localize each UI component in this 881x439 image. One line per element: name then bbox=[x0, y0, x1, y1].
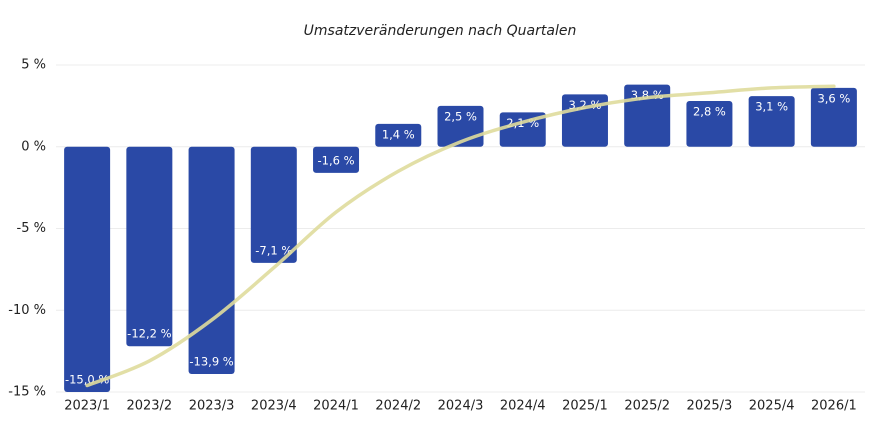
value-label: -1,6 % bbox=[318, 153, 355, 167]
x-tick-label: 2025/3 bbox=[687, 399, 733, 414]
x-tick-label: 2024/1 bbox=[313, 399, 359, 414]
bar bbox=[375, 123, 422, 147]
bar bbox=[64, 146, 111, 392]
value-label: 3,1 % bbox=[755, 100, 788, 114]
value-label: 2,5 % bbox=[444, 109, 477, 123]
value-label: -7,1 % bbox=[255, 243, 292, 257]
x-tick-label: 2023/3 bbox=[189, 399, 235, 414]
y-tick-label: 0 % bbox=[21, 139, 46, 154]
y-tick-label: -5 % bbox=[17, 221, 46, 236]
value-label: 1,4 % bbox=[382, 127, 415, 141]
x-tick-label: 2026/1 bbox=[811, 399, 857, 414]
x-tick-label: 2024/2 bbox=[375, 399, 421, 414]
x-tick-label: 2025/2 bbox=[624, 399, 670, 414]
y-tick-label: -15 % bbox=[8, 385, 46, 400]
bar bbox=[748, 96, 795, 147]
chart-title: Umsatzveränderungen nach Quartalen bbox=[304, 23, 577, 39]
bar bbox=[313, 146, 360, 173]
x-tick-label: 2023/2 bbox=[126, 399, 172, 414]
bar bbox=[686, 100, 733, 147]
y-tick-label: 5 % bbox=[21, 58, 46, 73]
bar bbox=[250, 146, 297, 263]
value-label: 2,8 % bbox=[693, 104, 726, 118]
bar bbox=[561, 94, 608, 147]
x-tick-label: 2024/3 bbox=[438, 399, 484, 414]
x-tick-label: 2023/4 bbox=[251, 399, 297, 414]
bar bbox=[188, 146, 235, 375]
value-label: 3,6 % bbox=[817, 91, 850, 105]
bar bbox=[810, 87, 857, 147]
x-tick-label: 2023/1 bbox=[64, 399, 110, 414]
bar bbox=[499, 112, 546, 147]
x-tick-label: 2025/1 bbox=[562, 399, 608, 414]
x-tick-label: 2024/4 bbox=[500, 399, 546, 414]
bar bbox=[126, 146, 173, 347]
value-label: -12,2 % bbox=[127, 327, 171, 341]
value-label: -13,9 % bbox=[189, 355, 233, 369]
x-tick-label: 2025/4 bbox=[749, 399, 795, 414]
y-tick-label: -10 % bbox=[8, 303, 46, 318]
trend-line bbox=[85, 84, 836, 388]
